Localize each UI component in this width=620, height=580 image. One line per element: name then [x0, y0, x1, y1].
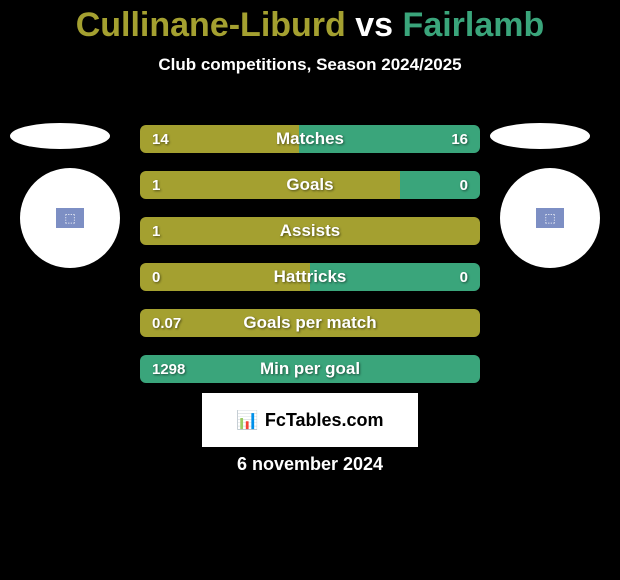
chart-icon: 📊	[236, 410, 258, 431]
subtitle: Club competitions, Season 2024/2025	[0, 55, 620, 75]
avatar-placeholder-icon: ⬚	[536, 208, 564, 228]
bar-label: Hattricks	[140, 263, 480, 291]
stat-row: 00Hattricks	[140, 263, 480, 291]
comparison-bars: 1416Matches 10Goals 1Assists 00Hattricks 0.0…	[140, 125, 480, 401]
stat-row: 10Goals	[140, 171, 480, 199]
avatar-oval-right	[490, 123, 590, 149]
title-player2: Fairlamb	[403, 6, 545, 44]
footer-logo: 📊 FcTables.com	[202, 393, 418, 447]
bar-label: Min per goal	[140, 355, 480, 383]
stat-row: 1298Min per goal	[140, 355, 480, 383]
stat-row: 1416Matches	[140, 125, 480, 153]
page-title: Cullinane-Liburd vs Fairlamb	[0, 0, 620, 45]
bar-label: Matches	[140, 125, 480, 153]
bar-label: Goals	[140, 171, 480, 199]
title-player1: Cullinane-Liburd	[76, 6, 346, 44]
bar-label: Assists	[140, 217, 480, 245]
title-vs: vs	[355, 6, 393, 44]
avatar-circle-left: ⬚	[20, 168, 120, 268]
avatar-circle-right: ⬚	[500, 168, 600, 268]
footer-date: 6 november 2024	[0, 454, 620, 475]
footer-logo-text: FcTables.com	[265, 410, 384, 431]
avatar-oval-left	[10, 123, 110, 149]
stat-row: 1Assists	[140, 217, 480, 245]
avatar-placeholder-icon: ⬚	[56, 208, 84, 228]
stat-row: 0.07Goals per match	[140, 309, 480, 337]
bar-label: Goals per match	[140, 309, 480, 337]
